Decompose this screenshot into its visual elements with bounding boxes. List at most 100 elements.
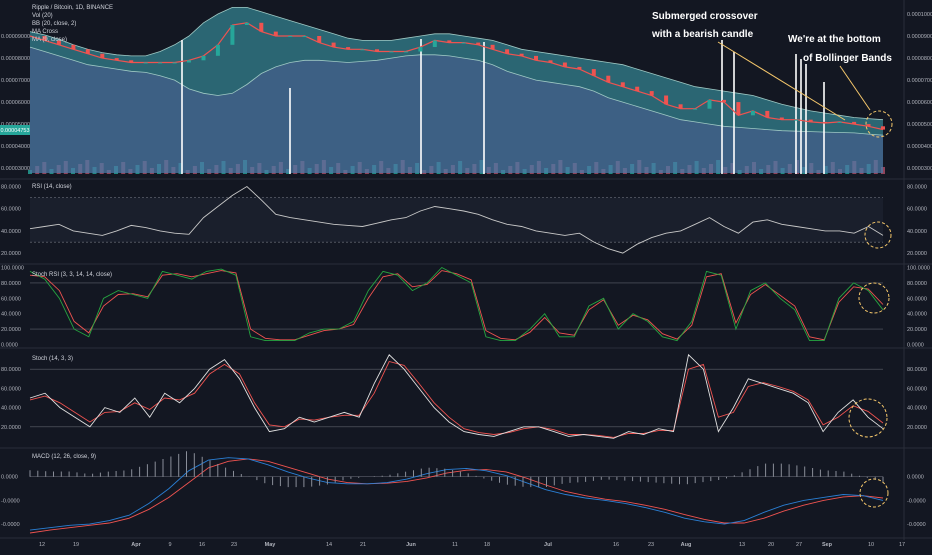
y-tick-label: 0.00006000: [907, 100, 932, 106]
candle: [360, 49, 365, 51]
x-tick-label: 13: [739, 542, 745, 548]
candle: [779, 117, 784, 120]
y-tick-label-left: 0.00004000: [1, 144, 30, 150]
candle: [230, 25, 235, 45]
candle: [852, 121, 857, 125]
candle: [866, 124, 871, 127]
candle: [187, 60, 191, 63]
y-tick-label-left: 0.00009000: [1, 34, 30, 40]
y-tick-label: 80.0000: [907, 281, 927, 287]
y-tick-label: 0.00007000: [907, 78, 932, 84]
candle: [693, 108, 698, 110]
annotation-arrow-bb: [839, 65, 871, 111]
price-candles: [42, 22, 885, 130]
y-tick-label: -0.0000: [907, 522, 926, 528]
annotation-crossover-line1: Submerged crossover: [652, 11, 758, 22]
candle: [519, 53, 524, 56]
bollinger-bands: [29, 7, 884, 174]
x-tick-label: Aug: [681, 542, 692, 548]
y-tick-label-left: 60.0000: [1, 296, 21, 302]
y-tick-label: 60.0000: [907, 207, 927, 213]
stoch-k-line: [29, 353, 884, 439]
candle: [678, 104, 683, 109]
y-tick-label: -0.0000: [907, 498, 926, 504]
candle: [71, 44, 76, 50]
stochrsi-panel-title: Stoch RSI (3, 3, 14, 14, close): [32, 272, 112, 278]
y-tick-label-left: 40.0000: [1, 406, 21, 412]
y-tick-label-left: 40.0000: [1, 229, 21, 235]
y-tick-label-left: 60.0000: [1, 207, 21, 213]
candle: [114, 58, 119, 61]
candle: [794, 119, 799, 121]
candle: [881, 126, 885, 130]
bollinger-band-fill: [30, 7, 883, 136]
candle: [158, 62, 163, 64]
y-tick-label: 20.0000: [907, 327, 927, 333]
annotation-bb-line2: of Bollinger Bands: [803, 53, 892, 64]
candle: [143, 62, 148, 64]
highlight-circle-macd: [859, 478, 889, 508]
candle: [42, 36, 47, 41]
price-badge-bg: [0, 125, 30, 135]
annotation-arrow-crossover: [717, 41, 846, 121]
indicator-label-macross: MA Cross: [32, 29, 58, 35]
candle: [837, 121, 842, 123]
stoch-d-line: [29, 360, 884, 438]
y-tick-label-left: 80.0000: [1, 281, 21, 287]
macd-signal-line: [29, 458, 884, 534]
highlight-circle-stochrsi: [858, 282, 890, 314]
y-tick-label-left: 80.0000: [1, 367, 21, 373]
annotation-bb-line1: We're at the bottom: [788, 34, 881, 45]
candle: [591, 69, 596, 76]
x-tick-label: 17: [899, 542, 905, 548]
rsi-line: [29, 185, 884, 254]
y-tick-label: 0.0000: [907, 475, 924, 481]
candle: [505, 49, 510, 54]
candle: [447, 40, 452, 43]
candle: [215, 44, 220, 56]
x-axis-labels: 12 19 Apr 9 16 23 May 14 21 Jun 11 18 Jul 16 23 Aug 13 20…: [39, 542, 905, 548]
candle: [273, 31, 278, 36]
macd-panel-title: MACD (12, 26, close, 9): [32, 454, 96, 460]
grid-lines: [30, 197, 883, 477]
candle: [606, 75, 611, 83]
candle: [620, 82, 625, 87]
y-tick-label-left: -0.0000: [1, 522, 20, 528]
y-tick-label-left: 20.0000: [1, 327, 21, 333]
candle: [346, 47, 351, 50]
y-tick-label: 0.00003000: [907, 166, 932, 172]
y-tick-label-left: 80.0000: [1, 185, 21, 191]
y-tick-label-left: -0.0000: [1, 498, 20, 504]
candle: [649, 91, 654, 96]
candle: [418, 47, 423, 52]
candle: [476, 42, 481, 45]
candle: [577, 66, 582, 70]
x-tick-label: 16: [613, 542, 619, 548]
y-tick-label: 40.0000: [907, 406, 927, 412]
indicator-series: [29, 22, 884, 534]
x-tick-label: 14: [326, 542, 332, 548]
rsi-band-fill: [30, 197, 883, 243]
y-tick-label: 80.0000: [907, 367, 927, 373]
candle: [548, 60, 553, 63]
indicator-label-bb: BB (20, close, 2): [32, 21, 76, 27]
bollinger-lower-line: [29, 46, 884, 136]
y-tick-label: 80.0000: [907, 185, 927, 191]
y-tick-label-left: 20.0000: [1, 251, 21, 257]
x-tick-label: 18: [484, 542, 490, 548]
stochrsi-k-line: [29, 266, 884, 342]
y-tick-label-left: 0.00003000: [1, 166, 30, 172]
x-tick-label: 20: [768, 542, 774, 548]
candle: [172, 62, 177, 64]
x-tick-label: 21: [360, 542, 366, 548]
highlight-circle-stoch: [848, 398, 888, 438]
bollinger-upper-line: [29, 7, 884, 121]
x-tick-label: 9: [168, 542, 171, 548]
candle: [534, 55, 538, 61]
x-tick-label: 27: [796, 542, 802, 548]
candle: [562, 62, 567, 67]
y-tick-label-left: 0.00006000: [1, 100, 30, 106]
